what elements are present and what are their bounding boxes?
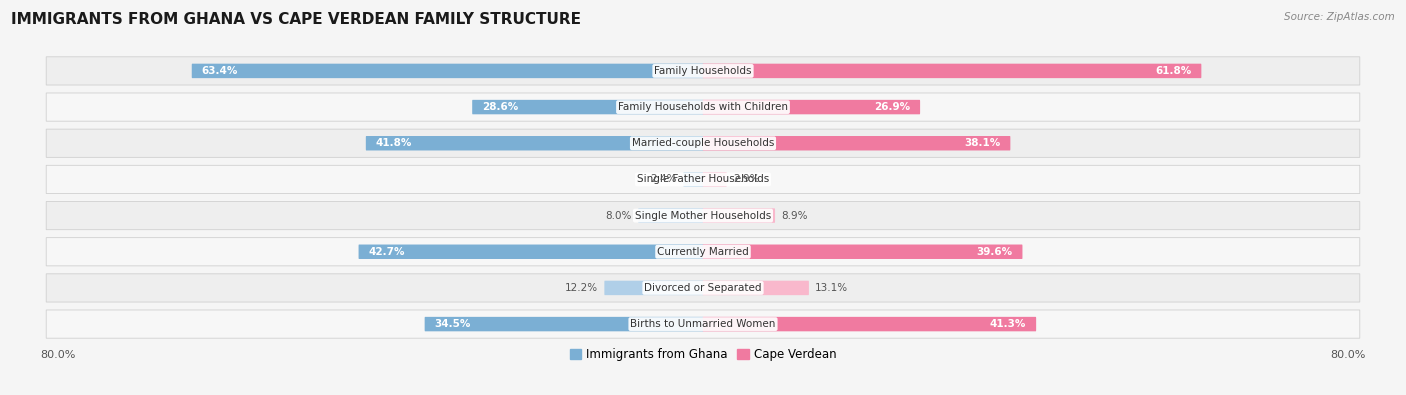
Text: 63.4%: 63.4% [201, 66, 238, 76]
FancyBboxPatch shape [46, 166, 1360, 194]
Text: 34.5%: 34.5% [434, 319, 471, 329]
Text: Currently Married: Currently Married [657, 247, 749, 257]
Text: Married-couple Households: Married-couple Households [631, 138, 775, 148]
FancyBboxPatch shape [703, 317, 1036, 331]
FancyBboxPatch shape [46, 310, 1360, 338]
Text: 61.8%: 61.8% [1156, 66, 1191, 76]
FancyBboxPatch shape [703, 208, 775, 223]
Text: Single Mother Households: Single Mother Households [636, 211, 770, 220]
FancyBboxPatch shape [703, 100, 920, 114]
Text: 8.9%: 8.9% [782, 211, 807, 220]
Text: 12.2%: 12.2% [565, 283, 598, 293]
FancyBboxPatch shape [46, 238, 1360, 266]
Text: 41.3%: 41.3% [990, 319, 1026, 329]
Text: Source: ZipAtlas.com: Source: ZipAtlas.com [1284, 12, 1395, 22]
FancyBboxPatch shape [46, 274, 1360, 302]
Text: 39.6%: 39.6% [976, 247, 1012, 257]
Text: 2.9%: 2.9% [733, 175, 759, 184]
FancyBboxPatch shape [359, 245, 703, 259]
Text: Family Households with Children: Family Households with Children [619, 102, 787, 112]
FancyBboxPatch shape [191, 64, 703, 78]
Text: 26.9%: 26.9% [875, 102, 910, 112]
FancyBboxPatch shape [472, 100, 703, 114]
Text: IMMIGRANTS FROM GHANA VS CAPE VERDEAN FAMILY STRUCTURE: IMMIGRANTS FROM GHANA VS CAPE VERDEAN FA… [11, 12, 581, 27]
Text: 2.4%: 2.4% [651, 175, 678, 184]
FancyBboxPatch shape [703, 281, 808, 295]
FancyBboxPatch shape [683, 172, 703, 187]
Text: 13.1%: 13.1% [815, 283, 848, 293]
FancyBboxPatch shape [366, 136, 703, 150]
FancyBboxPatch shape [46, 129, 1360, 157]
Text: 38.1%: 38.1% [965, 138, 1001, 148]
FancyBboxPatch shape [46, 93, 1360, 121]
FancyBboxPatch shape [638, 208, 703, 223]
Text: 42.7%: 42.7% [368, 247, 405, 257]
Text: 41.8%: 41.8% [375, 138, 412, 148]
FancyBboxPatch shape [703, 64, 1201, 78]
FancyBboxPatch shape [46, 201, 1360, 229]
Text: Single Father Households: Single Father Households [637, 175, 769, 184]
Text: Divorced or Separated: Divorced or Separated [644, 283, 762, 293]
Text: Family Households: Family Households [654, 66, 752, 76]
FancyBboxPatch shape [425, 317, 703, 331]
Text: 8.0%: 8.0% [606, 211, 633, 220]
Text: 28.6%: 28.6% [482, 102, 519, 112]
FancyBboxPatch shape [703, 245, 1022, 259]
FancyBboxPatch shape [605, 281, 703, 295]
Text: Births to Unmarried Women: Births to Unmarried Women [630, 319, 776, 329]
FancyBboxPatch shape [703, 136, 1011, 150]
FancyBboxPatch shape [46, 57, 1360, 85]
Legend: Immigrants from Ghana, Cape Verdean: Immigrants from Ghana, Cape Verdean [565, 343, 841, 366]
FancyBboxPatch shape [703, 172, 727, 187]
